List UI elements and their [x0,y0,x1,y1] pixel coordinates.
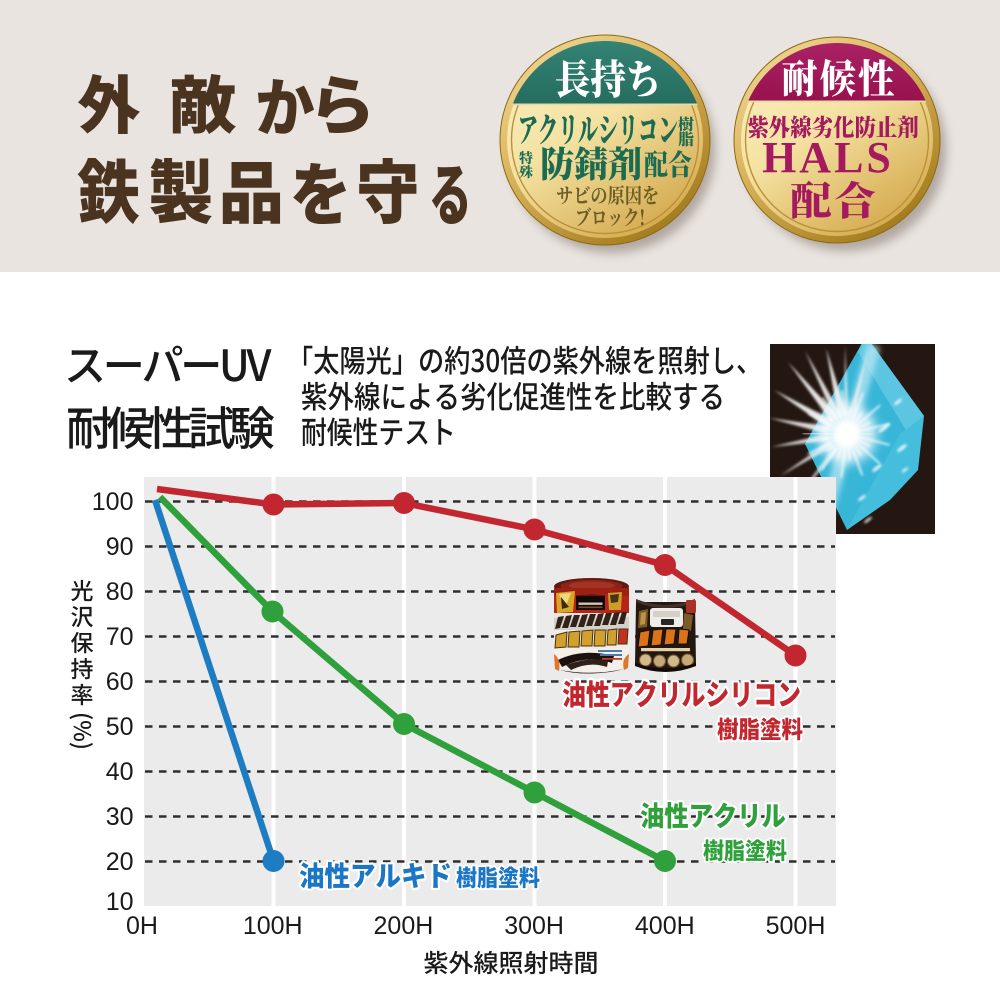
svg-text:200H: 200H [374,912,434,940]
svg-text:80: 80 [106,578,134,606]
svg-text:500H: 500H [766,912,826,940]
svg-text:20: 20 [106,848,134,876]
svg-text:HALS: HALS [762,133,894,182]
svg-text:50: 50 [106,713,134,741]
svg-text:0H: 0H [126,912,158,940]
svg-text:100H: 100H [243,912,303,940]
svg-text:40: 40 [106,758,134,786]
svg-text:100: 100 [92,488,134,516]
svg-text:400H: 400H [635,912,695,940]
svg-text:70: 70 [106,623,134,651]
svg-text:60: 60 [106,668,134,696]
svg-text:300H: 300H [504,912,564,940]
svg-text:30: 30 [106,803,134,831]
svg-text:90: 90 [106,533,134,561]
